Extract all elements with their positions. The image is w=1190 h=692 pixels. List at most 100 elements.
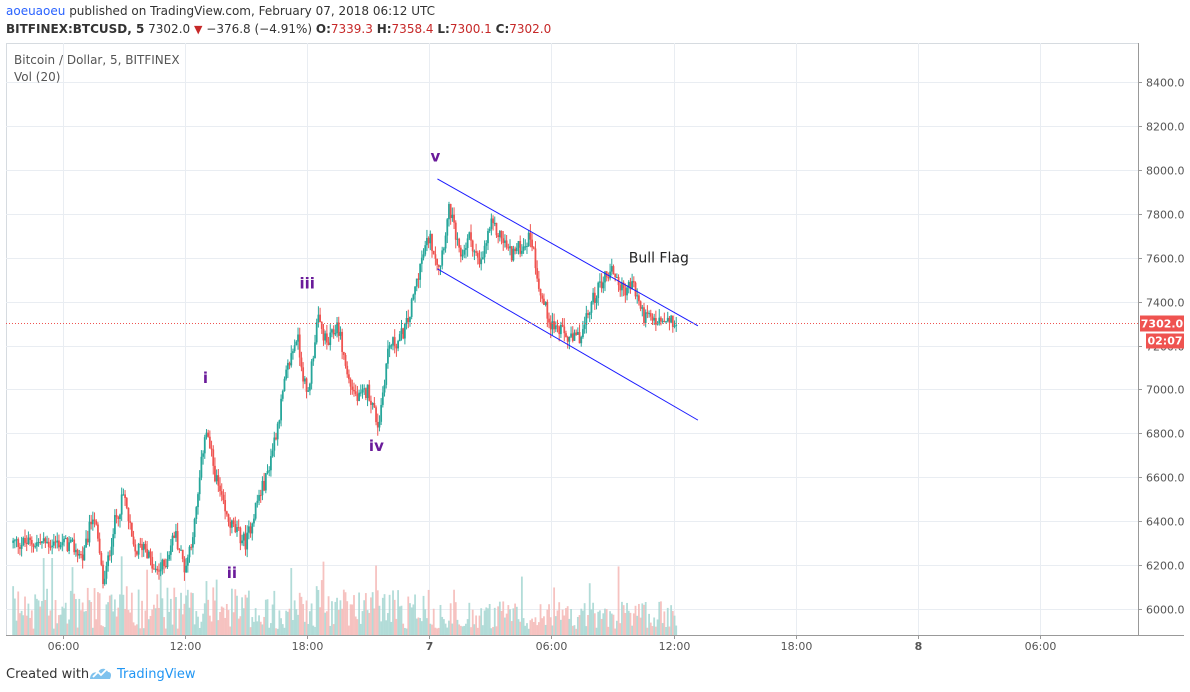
candle-body — [186, 557, 189, 566]
volume-bar — [310, 603, 313, 635]
volume-bar — [641, 603, 644, 635]
volume-bar — [504, 617, 506, 635]
candle-body — [490, 218, 493, 229]
candle-body — [390, 345, 393, 347]
volume-bar — [414, 594, 416, 635]
candle-body — [451, 214, 454, 219]
volume-bar — [332, 624, 335, 635]
candle-body — [519, 241, 522, 254]
volume-bar — [578, 615, 581, 635]
candle-body — [314, 342, 316, 359]
candle-body — [597, 282, 600, 299]
volume-bar — [193, 624, 196, 635]
candle-body — [80, 553, 82, 555]
candle-body — [58, 540, 60, 548]
candle-body — [648, 313, 650, 315]
volume-bar — [576, 616, 579, 635]
volume-bar — [183, 603, 186, 635]
candle-body — [29, 537, 32, 540]
low-label: L: — [437, 22, 450, 36]
volume-bar — [258, 615, 260, 635]
candle-body — [34, 546, 37, 548]
candle-body — [336, 322, 338, 334]
candle-body — [607, 277, 610, 279]
tradingview-logo-icon[interactable] — [88, 665, 112, 685]
volume-bar — [451, 623, 454, 635]
volume-bar — [663, 611, 666, 635]
volume-bar — [202, 613, 204, 635]
candle-body — [473, 251, 476, 253]
volume-bar — [127, 610, 130, 635]
volume-bar — [466, 619, 469, 635]
candle-body — [483, 245, 486, 258]
volume-bar — [463, 625, 466, 635]
volume-bar — [436, 628, 439, 635]
candle-body — [171, 535, 174, 546]
y-tick-label: 6800.0 — [1146, 428, 1184, 441]
volume-bar — [205, 581, 208, 635]
volume-bar — [112, 611, 115, 635]
candle-body — [553, 321, 556, 330]
volume-bar — [536, 625, 539, 635]
volume-bar — [320, 580, 323, 635]
volume-bar — [473, 624, 476, 635]
volume-bar — [68, 619, 71, 635]
author-link[interactable]: aoeuaoeu — [6, 4, 66, 18]
y-tick-label: 7600.0 — [1146, 253, 1184, 266]
volume-bar — [242, 608, 245, 635]
volume-bar — [575, 628, 578, 635]
volume-bar — [358, 592, 360, 635]
volume-bar — [290, 568, 293, 635]
candle-body — [215, 475, 218, 482]
candle-body — [568, 336, 571, 342]
volume-bar — [458, 624, 461, 635]
candle-body — [292, 351, 294, 354]
volume-bar — [409, 603, 411, 635]
y-tick-label: 8200.0 — [1146, 121, 1184, 134]
volume-bar — [119, 594, 121, 635]
volume-bar — [488, 604, 491, 635]
candle-body — [271, 450, 274, 457]
volume-bar — [317, 589, 320, 635]
candle-body — [46, 541, 48, 544]
volume-bar — [619, 623, 622, 635]
candle-body — [13, 540, 16, 542]
volume-bar — [102, 626, 104, 635]
candle-body — [256, 500, 259, 503]
volume-bar — [480, 608, 483, 635]
volume-bar — [461, 626, 464, 635]
volume-bar — [392, 590, 394, 635]
volume-bar — [37, 600, 40, 635]
tradingview-brand[interactable]: TradingView — [117, 667, 196, 682]
candle-body — [222, 494, 225, 501]
chart-area[interactable]: i ii iii iv v Bull Flag 6000.0 6200.0 6400.0 660… — [6, 43, 1185, 655]
volume-bar — [497, 606, 500, 635]
volume-bar — [481, 625, 484, 635]
x-tick-label: 12:00 — [659, 640, 691, 653]
volume-bar — [59, 614, 62, 635]
candle-body — [41, 541, 43, 544]
volume-bar — [363, 600, 366, 635]
volume-bar — [541, 618, 544, 635]
candle-body — [514, 248, 517, 252]
volume-bar — [624, 612, 627, 635]
volume-bar — [12, 586, 15, 635]
candle-body — [512, 248, 515, 261]
volume-bar — [403, 627, 406, 635]
candle-body — [327, 342, 330, 346]
volume-bar — [305, 600, 308, 635]
candle-body — [465, 248, 467, 250]
candle-body — [273, 437, 276, 451]
volume-bar — [264, 599, 267, 635]
volume-bar — [90, 602, 93, 635]
candle-body — [64, 538, 67, 540]
candle-body — [268, 470, 271, 472]
volume-bar — [64, 602, 67, 635]
candle-body — [592, 292, 595, 303]
volume-bar — [15, 620, 18, 635]
candle-body — [619, 285, 622, 291]
volume-bar — [42, 558, 45, 635]
footer: Created with TradingView — [0, 656, 1190, 692]
volume-bar — [22, 615, 25, 635]
